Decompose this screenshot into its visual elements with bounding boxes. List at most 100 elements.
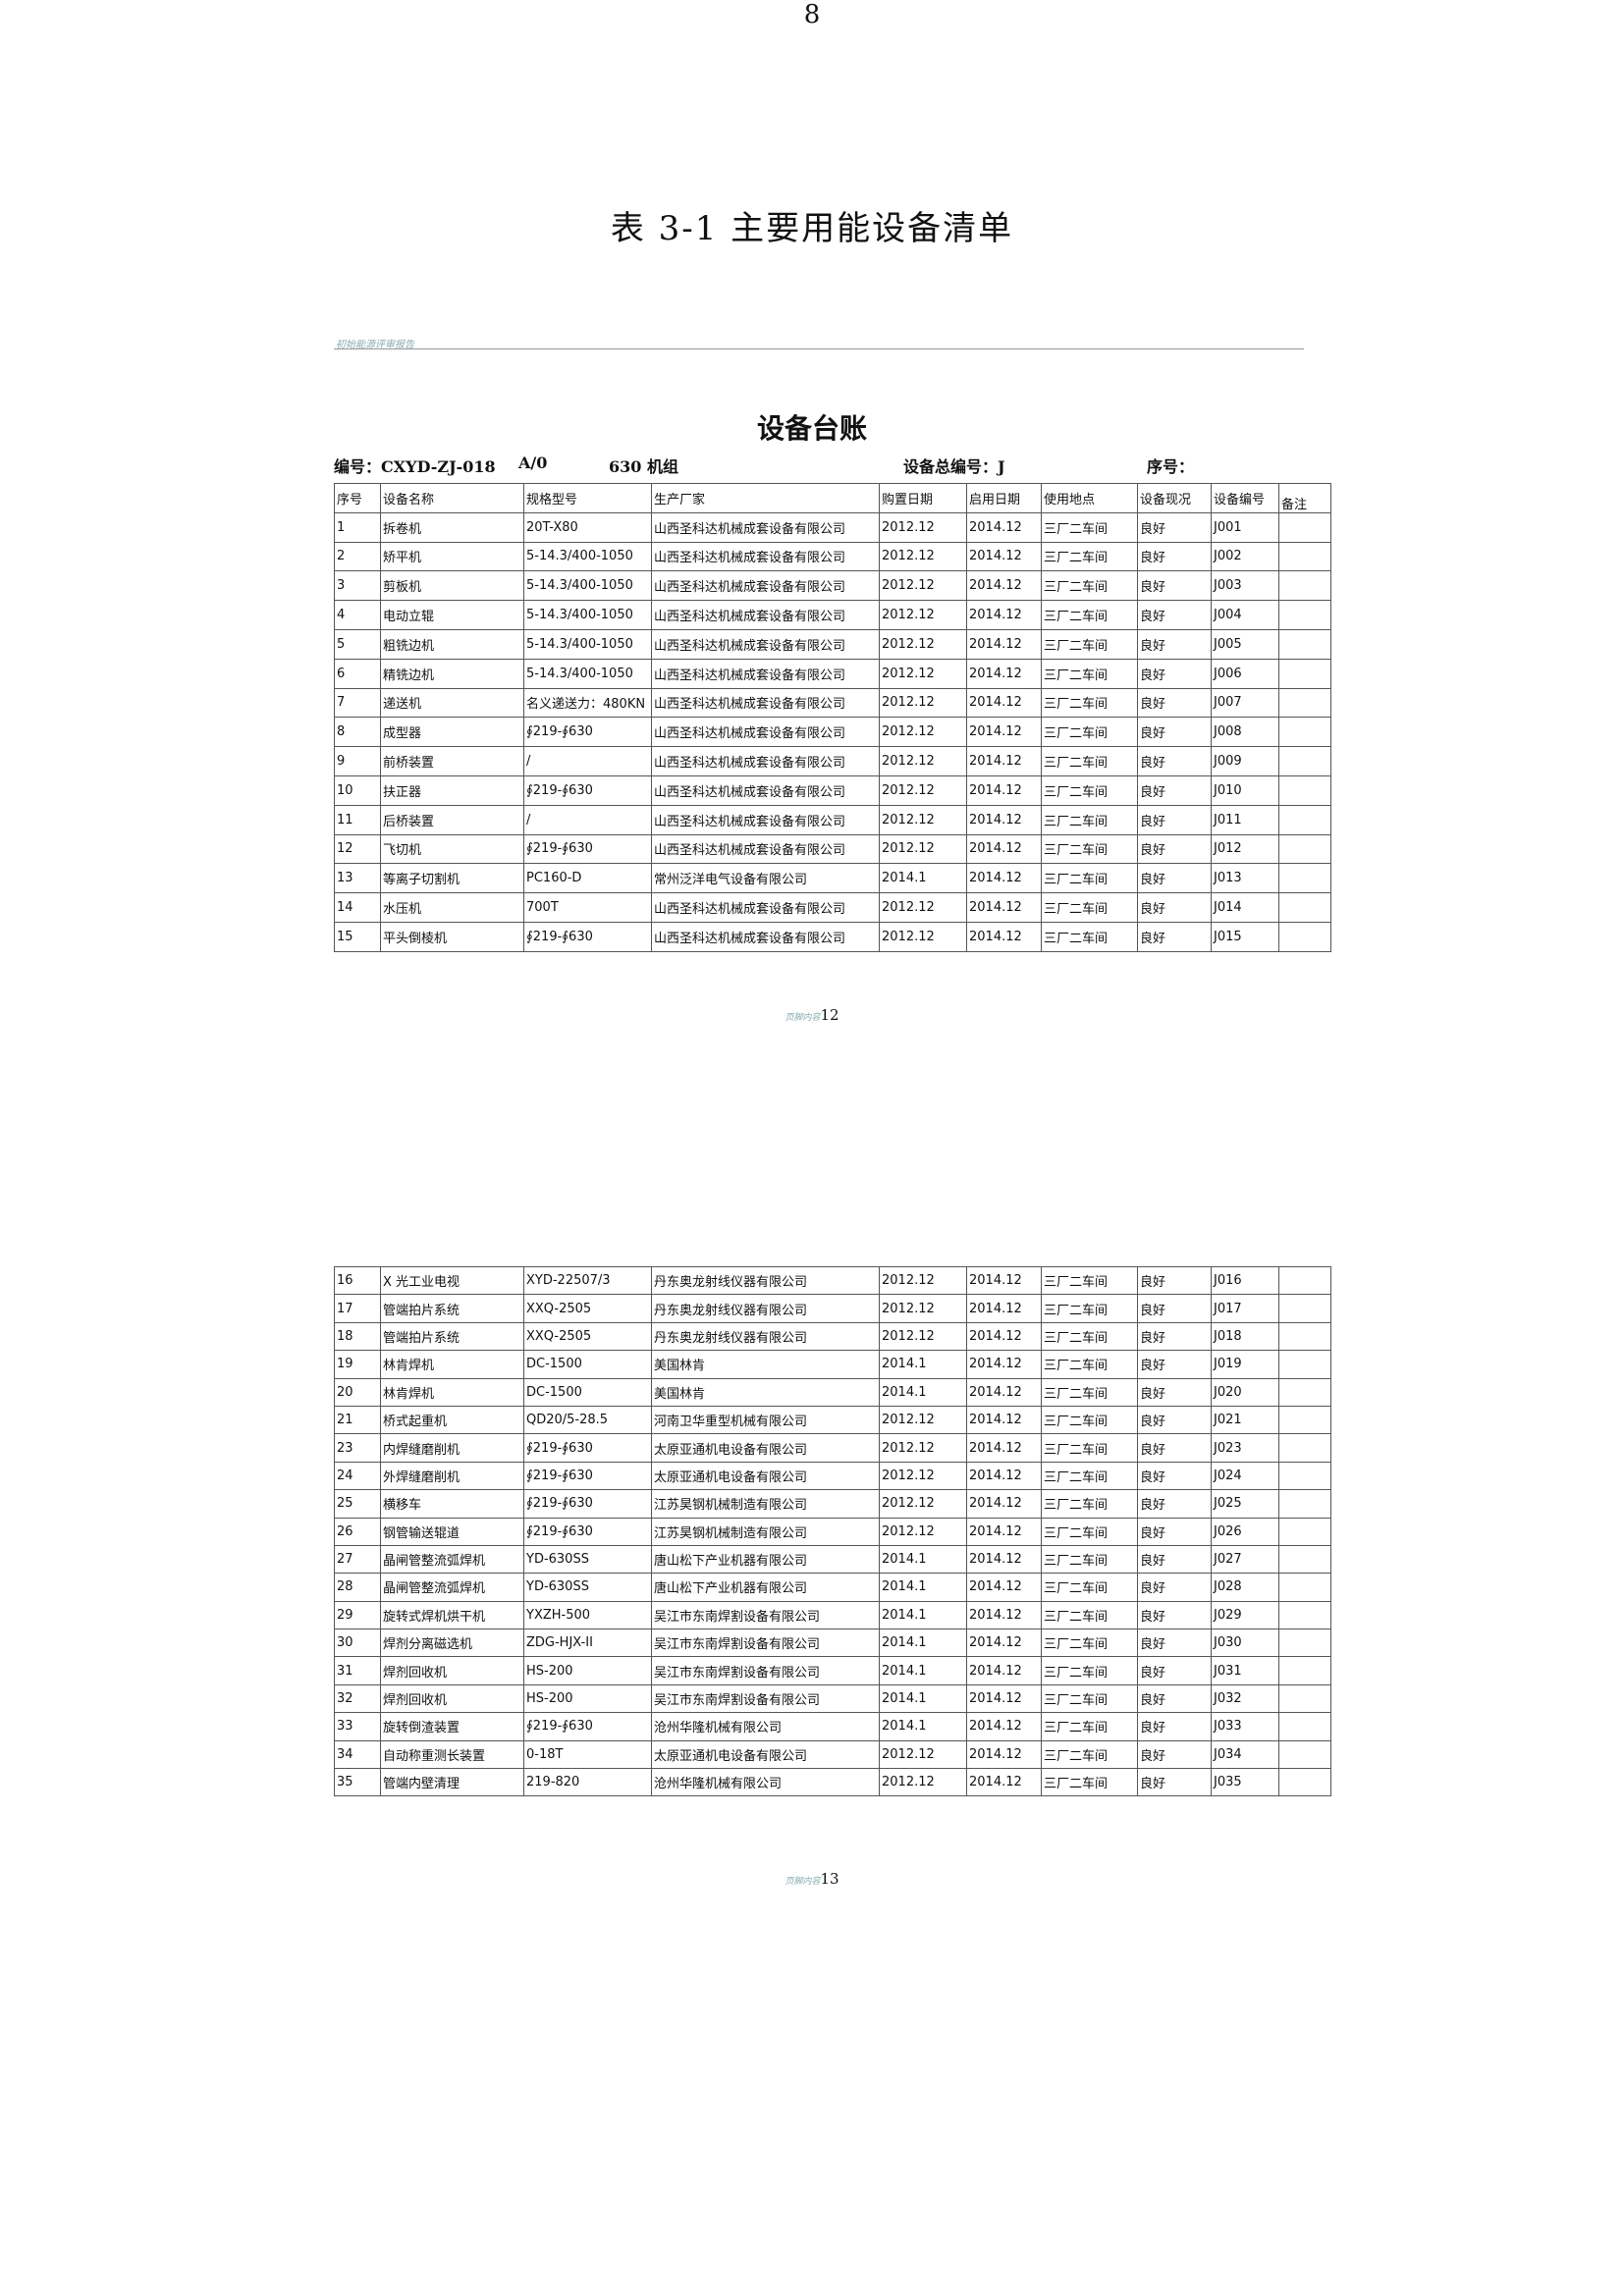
table-cell: 32 <box>334 1683 381 1714</box>
table-cell: 丹东奥龙射线仪器有限公司 <box>651 1265 880 1296</box>
info-unit: 630 机组 <box>609 457 678 476</box>
table-cell: 2012.12 <box>879 687 967 719</box>
table-cell: 2014.1 <box>879 1600 967 1630</box>
column-header: 设备现况 <box>1137 483 1212 513</box>
table-cell: 5-14.3/400-1050 <box>523 600 652 630</box>
table-cell: 2012.12 <box>879 628 967 660</box>
table-cell: 良好 <box>1137 1573 1212 1602</box>
table-cell: 2014.12 <box>966 746 1042 776</box>
table-cell: 外焊缝磨削机 <box>380 1461 524 1491</box>
table-cell: 700T <box>523 892 652 923</box>
table-cell: 三厂二车间 <box>1041 921 1138 952</box>
table-cell <box>1278 1656 1331 1685</box>
sheet-title: 设备台账 <box>756 412 867 445</box>
table-cell: YXZH-500 <box>523 1600 652 1630</box>
table-cell: J032 <box>1211 1683 1279 1714</box>
table-cell: 良好 <box>1137 863 1212 894</box>
table-cell: ∮219-∮630 <box>523 1517 652 1546</box>
table-cell: 16 <box>334 1265 381 1296</box>
table-cell: 山西圣科达机械成套设备有限公司 <box>651 717 880 748</box>
table-cell: J023 <box>1211 1433 1279 1463</box>
table-cell: ∮219-∮630 <box>523 1433 652 1463</box>
table-row: 32 焊剂回收机 HS-200 吴江市东南焊割设备有限公司 2014.1 2014.12 三… <box>334 1683 1331 1714</box>
table-cell: 2014.12 <box>966 1461 1042 1491</box>
column-header: 使用地点 <box>1041 483 1138 513</box>
table-cell <box>1278 833 1331 865</box>
table-row: 28 晶闸管整流弧焊机 YD-630SS 唐山松下产业机器有限公司 2014.1 2014… <box>334 1573 1331 1602</box>
table-cell: 2014.12 <box>966 921 1042 952</box>
table-cell: QD20/5-28.5 <box>523 1405 652 1435</box>
table-cell: 常州泛洋电气设备有限公司 <box>651 863 880 894</box>
table-cell: 管端拍片系统 <box>380 1294 524 1323</box>
table-cell: 良好 <box>1137 774 1212 806</box>
table-cell: J004 <box>1211 600 1279 630</box>
table-cell: J007 <box>1211 687 1279 719</box>
table-cell: 2014.1 <box>879 1573 967 1602</box>
table-row: 12 飞切机 ∮219-∮630 山西圣科达机械成套设备有限公司 2012.12 2014… <box>334 833 1331 865</box>
table-cell: 2014.12 <box>966 1350 1042 1379</box>
table-cell: J031 <box>1211 1656 1279 1685</box>
table-cell: 丹东奥龙射线仪器有限公司 <box>651 1294 880 1323</box>
table-cell: 良好 <box>1137 1683 1212 1714</box>
table-cell: 2012.12 <box>879 833 967 865</box>
table-cell <box>1278 1405 1331 1435</box>
table-cell: 2014.12 <box>966 717 1042 748</box>
table-cell: 2014.12 <box>966 863 1042 894</box>
table-cell: DC-1500 <box>523 1377 652 1407</box>
table-cell: J005 <box>1211 628 1279 660</box>
table-cell: 2014.12 <box>966 1739 1042 1770</box>
sheet-info: 编号：CXYD-ZJ-018 A/0 630 机组 设备总编号：J 序号： <box>334 454 1330 479</box>
table-cell <box>1278 1461 1331 1491</box>
table-cell: 2012.12 <box>879 921 967 952</box>
table-cell: 良好 <box>1137 1712 1212 1741</box>
table-cell: 良好 <box>1137 1739 1212 1770</box>
table-cell: 良好 <box>1137 1433 1212 1463</box>
table-cell: 前桥装置 <box>380 746 524 776</box>
table-cell: / <box>523 746 652 776</box>
table-cell: 2014.12 <box>966 1489 1042 1519</box>
table-cell: 2012.12 <box>879 804 967 835</box>
table-cell: 成型器 <box>380 717 524 748</box>
table-cell: 2012.12 <box>879 746 967 776</box>
table-cell: 三厂二车间 <box>1041 1544 1138 1575</box>
table-cell: 林肯焊机 <box>380 1377 524 1407</box>
table-cell: 三厂二车间 <box>1041 541 1138 572</box>
table-cell: 2014.1 <box>879 1656 967 1685</box>
table-cell <box>1278 1739 1331 1770</box>
table-cell: 三厂二车间 <box>1041 1377 1138 1407</box>
table-cell: 吴江市东南焊割设备有限公司 <box>651 1683 880 1714</box>
table-cell: 良好 <box>1137 1461 1212 1491</box>
table-cell: 良好 <box>1137 1489 1212 1519</box>
table-cell: 2014.12 <box>966 804 1042 835</box>
table-cell: 5-14.3/400-1050 <box>523 658 652 689</box>
table-cell: 河南卫华重型机械有限公司 <box>651 1405 880 1435</box>
table-row: 14 水压机 700T 山西圣科达机械成套设备有限公司 2012.12 2014.12 三厂… <box>334 892 1331 923</box>
table-cell: 桥式起重机 <box>380 1405 524 1435</box>
table-cell: 7 <box>334 687 381 719</box>
table-cell: 21 <box>334 1405 381 1435</box>
table-cell: 三厂二车间 <box>1041 746 1138 776</box>
table-cell: 剪板机 <box>380 570 524 602</box>
table-cell: 三厂二车间 <box>1041 687 1138 719</box>
page-number: 8 <box>803 0 821 29</box>
column-header: 规格型号 <box>523 483 652 513</box>
table-cell: 三厂二车间 <box>1041 1629 1138 1658</box>
table-row: 29 旋转式焊机烘干机 YXZH-500 吴江市东南焊割设备有限公司 2014.1 201… <box>334 1600 1331 1630</box>
table-cell: ∮219-∮630 <box>523 774 652 806</box>
table-cell: ZDG-HJX-II <box>523 1629 652 1658</box>
table-cell: 9 <box>334 746 381 776</box>
table-cell: 吴江市东南焊割设备有限公司 <box>651 1656 880 1685</box>
table-cell: 三厂二车间 <box>1041 1489 1138 1519</box>
column-header: 购置日期 <box>879 483 967 513</box>
table-row: 19 林肯焊机 DC-1500 美国林肯 2014.1 2014.12 三厂二车间 良好 J01… <box>334 1350 1331 1379</box>
footer-page-12: 页脚内容12 <box>0 1006 1624 1024</box>
table-cell: YD-630SS <box>523 1544 652 1575</box>
table-cell: YD-630SS <box>523 1573 652 1602</box>
table-cell <box>1278 541 1331 572</box>
equipment-table-1: 序号 设备名称 规格型号 生产厂家 购置日期 启用日期 使用地点 设备现况 设备编号 备注 1 拆卷机… <box>334 483 1331 952</box>
table-cell: 良好 <box>1137 628 1212 660</box>
table-cell: J025 <box>1211 1489 1279 1519</box>
footer-label: 页脚内容 <box>785 1877 821 1887</box>
table-cell: 2014.12 <box>966 833 1042 865</box>
